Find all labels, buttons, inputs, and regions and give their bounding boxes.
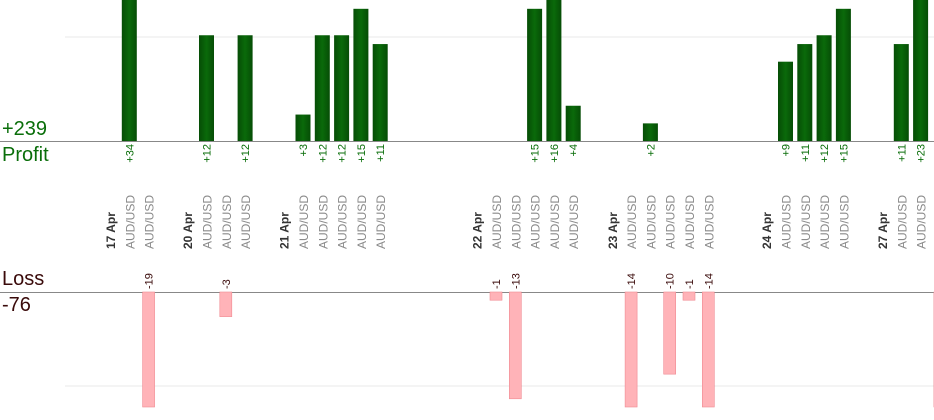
- profit-value-label: +12: [819, 144, 831, 163]
- profit-bar: [913, 0, 929, 141]
- profit-bar: [797, 44, 813, 141]
- pair-label: AUD/USD: [239, 195, 253, 249]
- grid-lines: [0, 36, 934, 387]
- profit-bar: [372, 44, 388, 141]
- profit-bar: [295, 114, 311, 141]
- profit-value-label: +12: [337, 144, 349, 163]
- labels: 17 Apr AUD/USD +34 AUD/USD -19 20 Apr AUD/USD +…: [104, 144, 934, 289]
- profit-value-label: +23: [916, 144, 928, 163]
- pair-label: AUD/USD: [355, 195, 369, 249]
- profit-value-label: +15: [838, 144, 850, 163]
- pair-label: AUD/USD: [509, 195, 523, 249]
- pair-label: AUD/USD: [490, 195, 504, 249]
- loss-value-label: -14: [703, 273, 715, 289]
- profit-bar: [199, 35, 214, 141]
- pair-label: AUD/USD: [548, 195, 562, 249]
- pair-label: AUD/USD: [780, 195, 794, 249]
- pair-label: AUD/USD: [336, 195, 350, 249]
- loss-bar: [219, 291, 233, 317]
- profit-bar: [237, 35, 253, 141]
- profit-bar: [121, 0, 137, 141]
- profit-bar: [314, 35, 330, 141]
- date-label: 24 Apr: [760, 212, 774, 249]
- profit-bar: [546, 0, 562, 141]
- date-label: 20 Apr: [181, 212, 195, 249]
- pair-label: AUD/USD: [297, 195, 311, 249]
- pair-label: AUD/USD: [915, 195, 929, 249]
- loss-bar: [489, 291, 503, 301]
- profit-bar: [527, 8, 543, 141]
- profit-value-label: +11: [375, 144, 387, 162]
- profit-bar: [565, 105, 581, 141]
- profit-value-label: +15: [356, 144, 368, 163]
- pair-label: AUD/USD: [625, 195, 639, 249]
- pair-label: AUD/USD: [895, 195, 909, 249]
- profit-value-label: +4: [568, 144, 580, 157]
- profit-bar: [642, 123, 658, 141]
- pair-label: AUD/USD: [644, 195, 658, 249]
- loss-label: Loss: [2, 268, 45, 290]
- date-label: 22 Apr: [471, 212, 485, 249]
- profit-value-label: +15: [530, 144, 542, 163]
- bars: [121, 0, 934, 408]
- pair-label: AUD/USD: [201, 195, 215, 249]
- profit-value-label: +12: [202, 144, 214, 163]
- pair-label: AUD/USD: [529, 195, 543, 249]
- pair-label: AUD/USD: [664, 195, 678, 249]
- loss-value-label: -1: [684, 279, 696, 289]
- loss-bar: [624, 291, 638, 408]
- pair-label: AUD/USD: [374, 195, 388, 249]
- loss-value-label: -14: [626, 273, 638, 289]
- date-label: 23 Apr: [606, 212, 620, 249]
- loss-value-label: -13: [510, 273, 522, 289]
- profit-value-label: +2: [645, 144, 657, 157]
- profit-value-label: +3: [298, 144, 310, 157]
- loss-bar: [682, 291, 696, 301]
- profit-value-label: +12: [240, 144, 252, 163]
- profit-value-label: +11: [896, 144, 908, 162]
- pair-label: AUD/USD: [683, 195, 697, 249]
- date-label: 27 Apr: [876, 212, 890, 249]
- profit-value-label: +12: [317, 144, 329, 163]
- loss-bar: [701, 291, 715, 408]
- pair-label: AUD/USD: [220, 195, 234, 249]
- pair-label: AUD/USD: [316, 195, 330, 249]
- pair-label: AUD/USD: [818, 195, 832, 249]
- profit-bar: [835, 8, 851, 141]
- pair-label: AUD/USD: [123, 195, 137, 249]
- profit-bar: [816, 35, 832, 141]
- profit-label: Profit: [2, 144, 49, 166]
- date-label: 17 Apr: [104, 212, 118, 249]
- pair-label: AUD/USD: [143, 195, 157, 249]
- loss-value-label: -10: [665, 273, 677, 289]
- pair-label: AUD/USD: [799, 195, 813, 249]
- pair-label: AUD/USD: [567, 195, 581, 249]
- profit-value-label: +16: [549, 144, 561, 163]
- loss-value-label: -1: [491, 279, 503, 289]
- loss-bar: [663, 291, 677, 375]
- profit-bar: [334, 35, 350, 141]
- loss-value-label: -19: [144, 273, 156, 289]
- loss-total: -76: [2, 294, 31, 316]
- profit-bar: [353, 8, 369, 141]
- loss-bar: [508, 291, 522, 400]
- profit-value-label: +34: [124, 144, 136, 163]
- profit-bar: [893, 44, 909, 141]
- pair-label: AUD/USD: [702, 195, 716, 249]
- profit-value-label: +9: [781, 144, 793, 157]
- profit-bar: [778, 61, 793, 141]
- loss-bar: [142, 291, 155, 408]
- profit-value-label: +11: [800, 144, 812, 162]
- date-label: 21 Apr: [278, 212, 292, 249]
- pair-label: AUD/USD: [837, 195, 851, 249]
- loss-value-label: -3: [221, 279, 233, 289]
- profit-total: +239: [2, 118, 48, 140]
